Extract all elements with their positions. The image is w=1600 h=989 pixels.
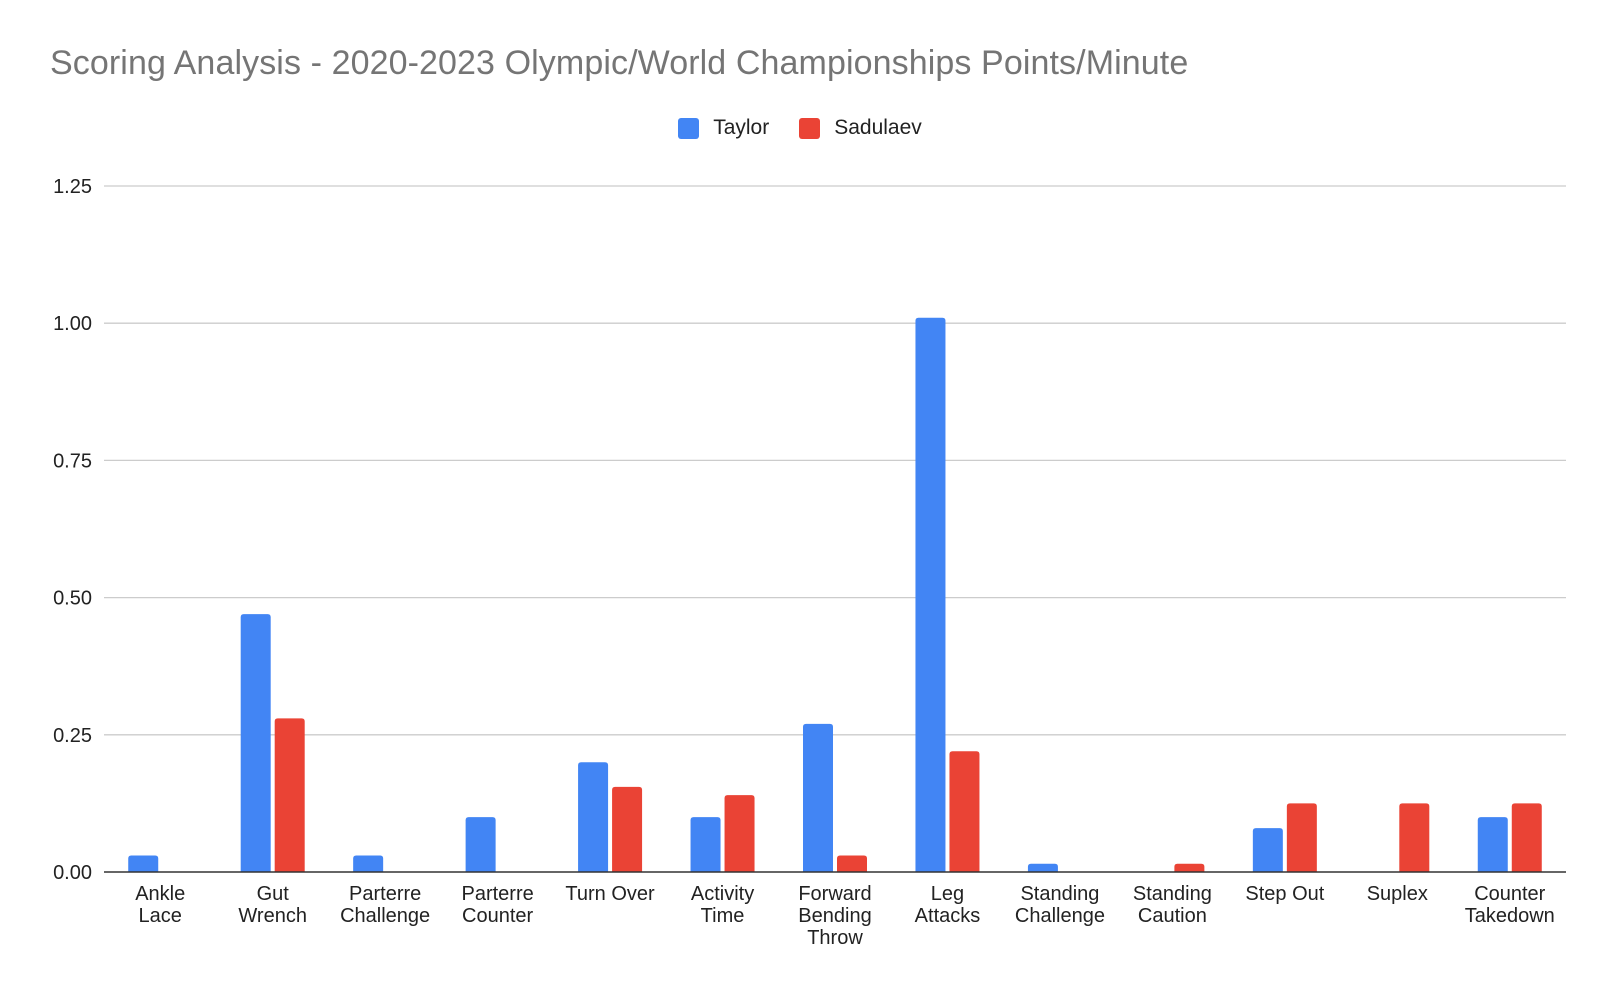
x-tick-label: Counter Takedown (1465, 883, 1555, 927)
bar-sadulaev-11[interactable] (1399, 803, 1430, 872)
x-tick-label-line: Leg (931, 883, 964, 905)
x-tick-label-line: Lace (139, 905, 182, 927)
x-tick-label-line: Caution (1138, 905, 1207, 927)
y-tick-label: 0.25 (53, 725, 92, 747)
bar-sadulaev-5[interactable] (724, 795, 755, 872)
x-tick-label: Standing Caution (1133, 883, 1212, 927)
x-tick-label-line: Challenge (340, 905, 430, 927)
x-tick-label-line: Time (701, 905, 745, 927)
bar-taylor-3[interactable] (465, 817, 496, 872)
bar-taylor-8[interactable] (1027, 863, 1058, 872)
bar-taylor-7[interactable] (915, 317, 946, 872)
chart-title: Scoring Analysis - 2020-2023 Olympic/Wor… (50, 44, 1189, 82)
bar-sadulaev-1[interactable] (274, 718, 305, 872)
x-tick-label-line: Wrench (238, 905, 307, 927)
bar-taylor-4[interactable] (578, 762, 609, 872)
bar-sadulaev-7[interactable] (949, 751, 980, 872)
x-tick-label: Turn Over (565, 883, 655, 905)
x-tick-label-line: Takedown (1465, 905, 1555, 927)
x-tick-label-line: Counter (462, 905, 533, 927)
x-tick-label: Parterre Challenge (340, 883, 430, 927)
x-tick-label-line: Challenge (1015, 905, 1105, 927)
x-tick-label: Parterre Counter (461, 883, 533, 927)
legend: Taylor Sadulaev (0, 116, 1600, 140)
x-tick-label-line: Ankle (135, 883, 185, 905)
x-tick-label: Leg Attacks (915, 883, 981, 927)
bar-taylor-5[interactable] (690, 817, 721, 872)
x-tick-label-line: Parterre (349, 883, 421, 905)
legend-label-sadulaev: Sadulaev (834, 116, 922, 139)
y-tick-label: 0.50 (53, 588, 92, 610)
y-tick-label: 0.75 (53, 450, 92, 472)
bar-taylor-2[interactable] (353, 855, 384, 872)
x-tick-label: Activity Time (691, 883, 754, 927)
x-tick-label-line: Gut (257, 883, 290, 905)
x-tick-label: Gut Wrench (238, 883, 307, 927)
x-tick-label-line: Suplex (1367, 883, 1428, 905)
x-tick-label-line: Step Out (1245, 883, 1324, 905)
bar-sadulaev-4[interactable] (612, 786, 643, 872)
bar-taylor-6[interactable] (803, 723, 833, 872)
bar-taylor-12[interactable] (1477, 817, 1508, 872)
x-tick-label-line: Forward (798, 883, 871, 905)
y-tick-label: 1.00 (53, 313, 92, 335)
x-tick-label: Suplex (1367, 883, 1428, 905)
y-tick-label: 0.00 (53, 862, 92, 884)
x-tick-label: Forward Bending Throw (798, 883, 871, 949)
legend-item-sadulaev[interactable]: Sadulaev (799, 116, 922, 140)
legend-item-taylor[interactable]: Taylor (678, 116, 769, 140)
x-tick-label-line: Bending (798, 905, 871, 927)
x-tick-label: Ankle Lace (135, 883, 185, 927)
bar-taylor-0[interactable] (128, 855, 159, 872)
x-tick-label-line: Attacks (915, 905, 981, 927)
bar-sadulaev-9[interactable] (1174, 863, 1205, 872)
bar-sadulaev-12[interactable] (1511, 803, 1542, 872)
x-tick-label-line: Standing (1020, 883, 1099, 905)
x-tick-label: Step Out (1245, 883, 1324, 905)
x-tick-label-line: Parterre (461, 883, 533, 905)
bar-sadulaev-6[interactable] (837, 855, 867, 872)
x-tick-label: Standing Challenge (1015, 883, 1105, 927)
bar-taylor-1[interactable] (240, 614, 271, 872)
bar-taylor-10[interactable] (1252, 828, 1283, 872)
x-tick-label-line: Activity (691, 883, 754, 905)
legend-swatch-taylor (678, 117, 700, 139)
bar-sadulaev-10[interactable] (1286, 803, 1317, 872)
x-tick-label-line: Turn Over (565, 883, 655, 905)
x-tick-label-line: Standing (1133, 883, 1212, 905)
x-tick-label-line: Throw (807, 927, 863, 949)
legend-label-taylor: Taylor (713, 116, 770, 139)
legend-swatch-sadulaev (799, 117, 821, 139)
y-tick-label: 1.25 (53, 176, 92, 198)
x-tick-label-line: Counter (1474, 883, 1545, 905)
